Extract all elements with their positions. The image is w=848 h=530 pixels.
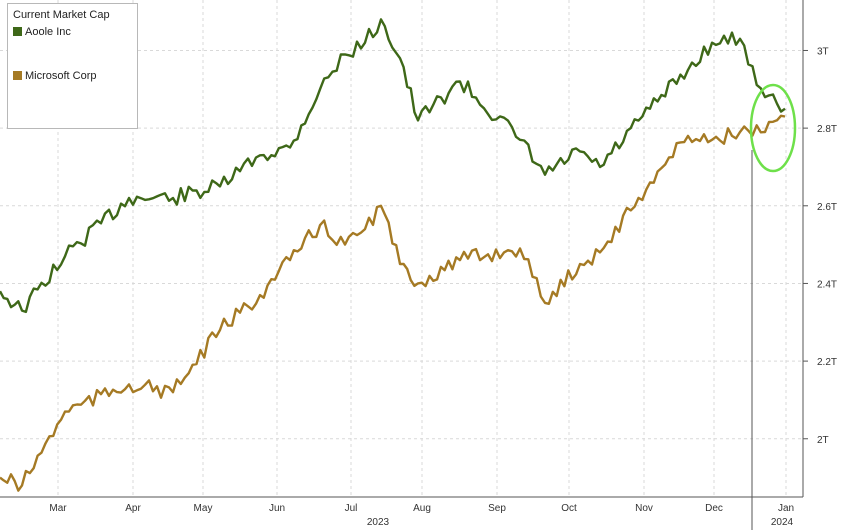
legend-label-microsoft: Microsoft Corp <box>25 70 97 82</box>
series-line-apple <box>0 18 786 314</box>
year-label-2023: 2023 <box>367 517 390 528</box>
x-tick-label: Mar <box>49 503 67 514</box>
highlight-ellipse <box>749 83 797 173</box>
series-lines <box>0 18 786 492</box>
x-tick-label: Jan <box>778 503 794 514</box>
legend-label-apple: Aoole Inc <box>25 26 71 38</box>
y-axis: 2T 2.2T 2.4T 2.6T 2.8T 3T <box>802 0 837 497</box>
legend-swatch-microsoft <box>13 71 22 80</box>
series-line-microsoft <box>0 114 786 492</box>
x-axis: Mar Apr May Jun Jul Aug Sep Oct Nov Dec Jan 2023 202… <box>0 150 803 530</box>
y-tick-label: 2.8T <box>817 124 837 135</box>
x-tick-label: Nov <box>635 503 653 514</box>
legend-title: Current Market Cap <box>13 9 110 21</box>
year-label-2024: 2024 <box>771 517 794 528</box>
x-tick-label: Oct <box>561 503 577 514</box>
y-tick-label: 2.2T <box>817 357 837 368</box>
legend: Current Market Cap Aoole Inc Microsoft C… <box>7 3 138 129</box>
y-tick-label: 2.4T <box>817 279 837 290</box>
y-tick-label: 2.6T <box>817 202 837 213</box>
y-tick-label: 2T <box>817 435 829 446</box>
annotations <box>749 83 797 173</box>
x-tick-label: Sep <box>488 503 506 514</box>
x-tick-label: May <box>194 503 213 514</box>
legend-swatch-apple <box>13 27 22 36</box>
x-tick-label: Dec <box>705 503 723 514</box>
y-tick-label: 3T <box>817 46 829 57</box>
x-tick-label: Aug <box>413 503 431 514</box>
x-tick-label: Jul <box>345 503 358 514</box>
x-tick-label: Jun <box>269 503 285 514</box>
legend-item-apple: Aoole Inc <box>13 26 71 38</box>
x-tick-label: Apr <box>125 503 141 514</box>
legend-item-microsoft: Microsoft Corp <box>13 70 97 82</box>
